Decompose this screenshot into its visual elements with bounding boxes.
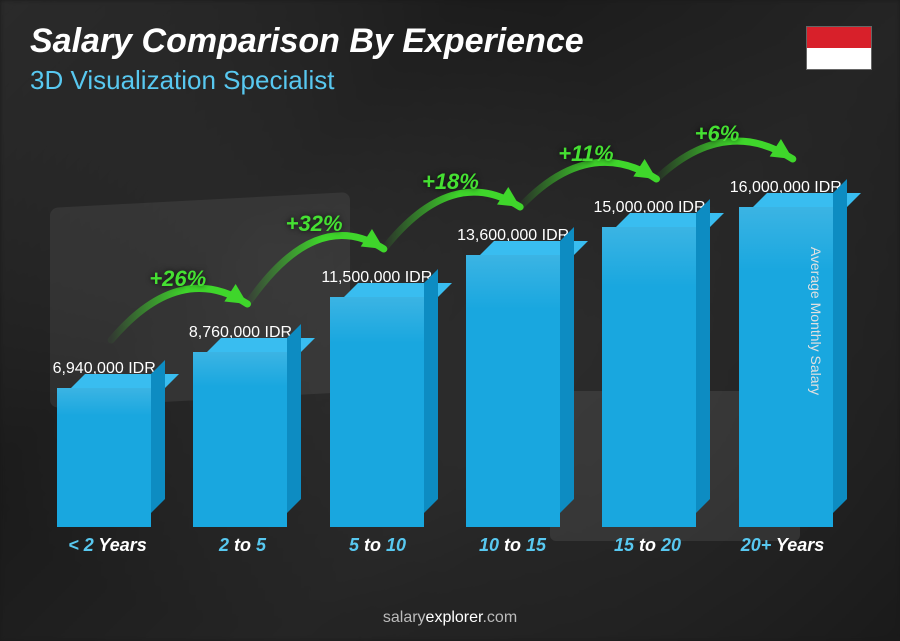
bar-group: 8,760,000 IDR bbox=[176, 324, 304, 527]
bar-front-face bbox=[466, 255, 560, 527]
bar-3d bbox=[57, 388, 151, 527]
bar-side-face bbox=[833, 179, 847, 513]
bar-3d bbox=[602, 227, 696, 527]
footer-mid: explorer bbox=[426, 609, 483, 626]
bar-3d bbox=[193, 352, 287, 527]
bar-side-face bbox=[560, 227, 574, 513]
footer-suf: .com bbox=[482, 609, 517, 626]
xaxis-category-label: 2 to 5 bbox=[175, 535, 310, 561]
flag-top-stripe bbox=[807, 27, 871, 48]
bar-front-face bbox=[330, 297, 424, 527]
header: Salary Comparison By Experience 3D Visua… bbox=[30, 22, 584, 96]
growth-arc-label: +6% bbox=[695, 121, 740, 147]
xaxis-category-label: 15 to 20 bbox=[580, 535, 715, 561]
bar-group: 15,000,000 IDR bbox=[585, 199, 713, 527]
yaxis-label: Average Monthly Salary bbox=[808, 246, 824, 394]
xaxis-labels: < 2 Years2 to 55 to 1010 to 1515 to 2020… bbox=[40, 535, 850, 561]
bar-side-face bbox=[287, 324, 301, 513]
footer-pre: salary bbox=[383, 609, 426, 626]
footer-brand: salaryexplorer.com bbox=[0, 609, 900, 627]
bar-front-face bbox=[602, 227, 696, 527]
bars-container: 6,940,000 IDR8,760,000 IDR11,500,000 IDR… bbox=[40, 147, 850, 527]
xaxis-category-label: 20+ Years bbox=[715, 535, 850, 561]
bar-group: 16,000,000 IDR bbox=[722, 179, 850, 527]
page-subtitle: 3D Visualization Specialist bbox=[30, 65, 584, 96]
flag-bottom-stripe bbox=[807, 48, 871, 69]
bar-side-face bbox=[696, 199, 710, 513]
bar-front-face bbox=[193, 352, 287, 527]
bar-front-face bbox=[57, 388, 151, 527]
country-flag-indonesia bbox=[806, 26, 872, 70]
xaxis-category-label: 10 to 15 bbox=[445, 535, 580, 561]
bar-3d bbox=[466, 255, 560, 527]
bar-group: 13,600,000 IDR bbox=[449, 227, 577, 527]
xaxis-category-label: < 2 Years bbox=[40, 535, 175, 561]
bar-side-face bbox=[424, 269, 438, 513]
bar-side-face bbox=[151, 360, 165, 513]
bar-group: 6,940,000 IDR bbox=[40, 360, 168, 527]
salary-bar-chart: +26%+32%+18%+11%+6% 6,940,000 IDR8,760,0… bbox=[40, 120, 850, 561]
page-title: Salary Comparison By Experience bbox=[30, 22, 584, 61]
bar-3d bbox=[330, 297, 424, 527]
bar-group: 11,500,000 IDR bbox=[313, 269, 441, 527]
xaxis-category-label: 5 to 10 bbox=[310, 535, 445, 561]
